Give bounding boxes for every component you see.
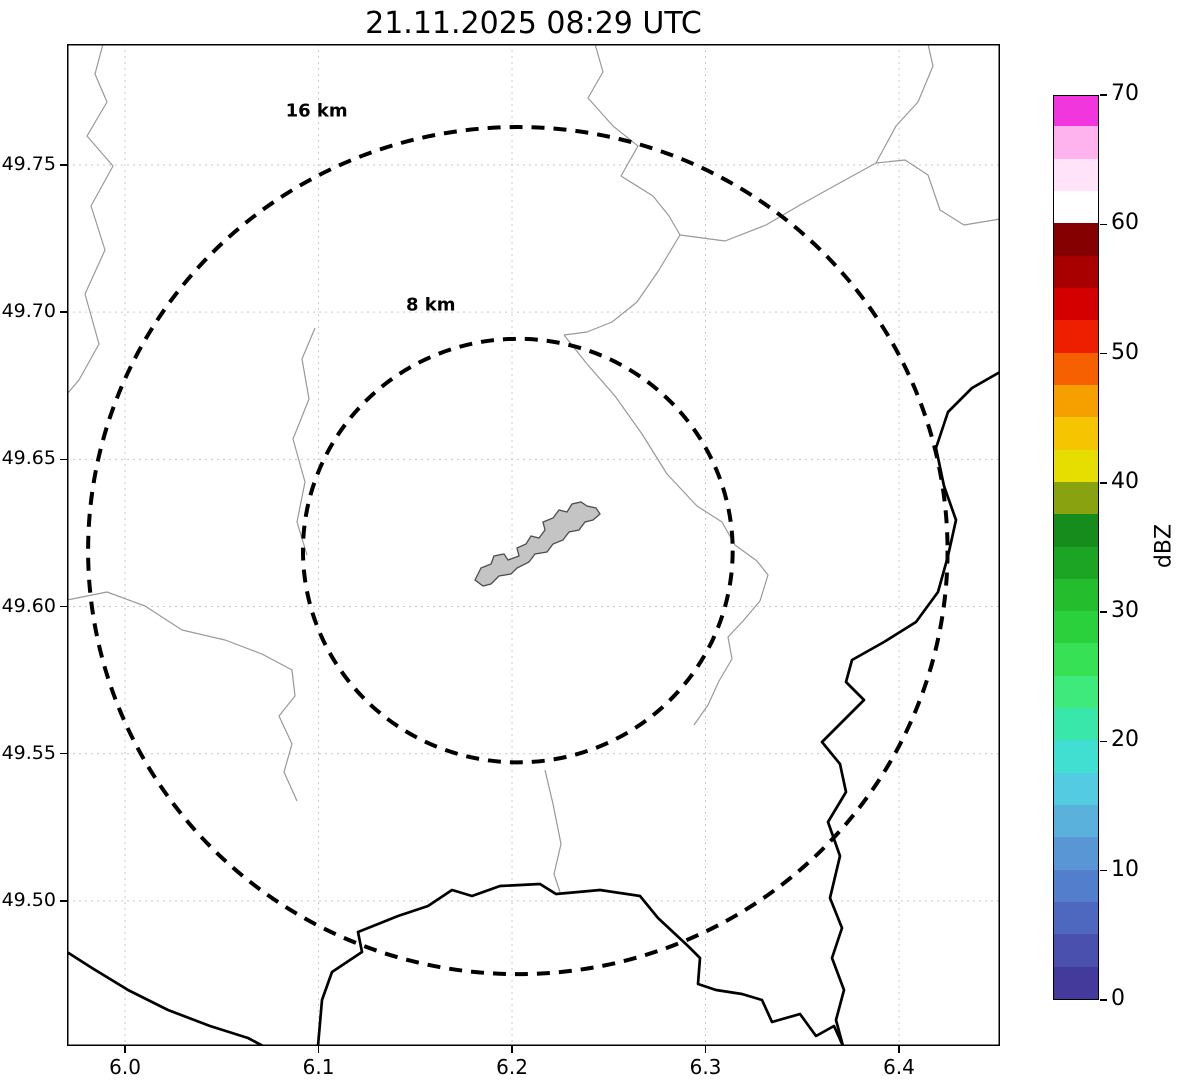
x-axis-tick <box>124 1046 126 1053</box>
colorbar-band <box>1054 190 1098 224</box>
x-axis-tick-label: 6.2 <box>496 1055 528 1079</box>
x-axis-tick <box>511 1046 513 1053</box>
colorbar-band <box>1054 772 1098 806</box>
admin-boundary-line <box>544 769 562 893</box>
y-axis-tick-label: 49.70 <box>1 300 56 323</box>
colorbar-band <box>1054 158 1098 191</box>
y-axis-tick-label: 49.60 <box>1 594 56 617</box>
colorbar-band <box>1054 125 1098 159</box>
x-axis-tick-label: 6.4 <box>883 1055 915 1079</box>
colorbar-band <box>1054 901 1098 935</box>
colorbar <box>1053 95 1099 1000</box>
colorbar-band <box>1054 513 1098 547</box>
radar-map-plot: 8 km 16 km <box>67 44 1000 1046</box>
colorbar-tick <box>1100 999 1107 1001</box>
y-axis-tick-label: 49.50 <box>1 888 56 911</box>
admin-boundary-line <box>67 591 298 802</box>
colorbar-tick-label: 40 <box>1111 468 1139 494</box>
colorbar-tick <box>1100 352 1107 355</box>
admin-boundary-line <box>875 44 934 164</box>
colorbar-tick-label: 10 <box>1111 856 1139 882</box>
airport-outline <box>474 501 601 587</box>
colorbar-tick-label: 50 <box>1111 339 1139 365</box>
colorbar-tick-label: 70 <box>1111 81 1139 106</box>
x-axis-tick-label: 6.1 <box>302 1055 335 1079</box>
colorbar-band <box>1054 287 1098 321</box>
colorbar-band <box>1054 96 1098 127</box>
admin-boundary-line <box>563 234 681 336</box>
colorbar-unit-label: dBZ <box>1151 523 1177 569</box>
range-ring-label: 16 km <box>286 100 348 121</box>
colorbar-tick <box>1100 94 1107 96</box>
colorbar-band <box>1054 966 1098 999</box>
x-axis-tick-label: 6.0 <box>109 1055 141 1079</box>
colorbar-band <box>1054 707 1098 741</box>
admin-boundary-line <box>587 44 681 236</box>
plot-frame <box>67 44 1000 1046</box>
colorbar-band <box>1054 642 1098 676</box>
colorbar-band <box>1054 448 1098 482</box>
colorbar-band <box>1054 255 1098 288</box>
colorbar-tick-label: 20 <box>1111 727 1139 753</box>
x-axis-tick <box>898 1046 900 1053</box>
y-axis-tick-label: 49.65 <box>1 447 56 470</box>
y-axis-tick-label: 49.55 <box>1 741 56 764</box>
colorbar-tick-label: 60 <box>1111 210 1139 236</box>
x-axis-tick <box>317 1046 320 1053</box>
y-axis-tick <box>60 311 67 313</box>
x-axis-tick-label: 6.3 <box>689 1055 722 1079</box>
colorbar-tick <box>1100 740 1107 743</box>
colorbar-band <box>1054 578 1098 612</box>
y-axis-tick <box>60 458 67 461</box>
y-axis-tick-label: 49.75 <box>1 152 56 175</box>
y-axis-tick <box>60 605 67 608</box>
country-border-line <box>316 882 845 1046</box>
colorbar-band <box>1054 610 1098 644</box>
colorbar-band <box>1054 933 1098 967</box>
range-ring-label: 8 km <box>406 295 456 316</box>
colorbar-band <box>1054 481 1098 515</box>
admin-boundary-line <box>67 44 114 395</box>
colorbar-band <box>1054 804 1098 838</box>
colorbar-band <box>1054 836 1098 870</box>
colorbar-band <box>1054 675 1098 709</box>
colorbar-band <box>1054 222 1098 256</box>
colorbar-band <box>1054 351 1098 385</box>
colorbar-tick <box>1100 869 1107 872</box>
x-axis-tick <box>704 1046 707 1053</box>
admin-boundary-line <box>679 159 1000 242</box>
colorbar-tick <box>1100 482 1107 484</box>
y-axis-tick <box>60 752 67 755</box>
colorbar-tick <box>1100 611 1107 613</box>
range-ring <box>86 125 950 977</box>
colorbar-band <box>1054 416 1098 450</box>
admin-boundary-line <box>563 334 769 726</box>
y-axis-tick <box>60 900 67 902</box>
colorbar-tick-label: 30 <box>1111 598 1139 624</box>
country-border-line <box>820 370 1000 1046</box>
country-border-line <box>67 950 264 1046</box>
colorbar-band <box>1054 869 1098 903</box>
colorbar-tick-label: 0 <box>1111 986 1125 1011</box>
figure-title: 21.11.2025 08:29 UTC <box>365 6 702 41</box>
colorbar-band <box>1054 319 1098 353</box>
colorbar-tick <box>1100 223 1107 226</box>
y-axis-tick <box>60 164 67 166</box>
colorbar-band <box>1054 739 1098 773</box>
range-ring <box>300 336 735 765</box>
colorbar-band <box>1054 545 1098 579</box>
colorbar-band <box>1054 384 1098 418</box>
admin-boundary-line <box>292 327 316 556</box>
